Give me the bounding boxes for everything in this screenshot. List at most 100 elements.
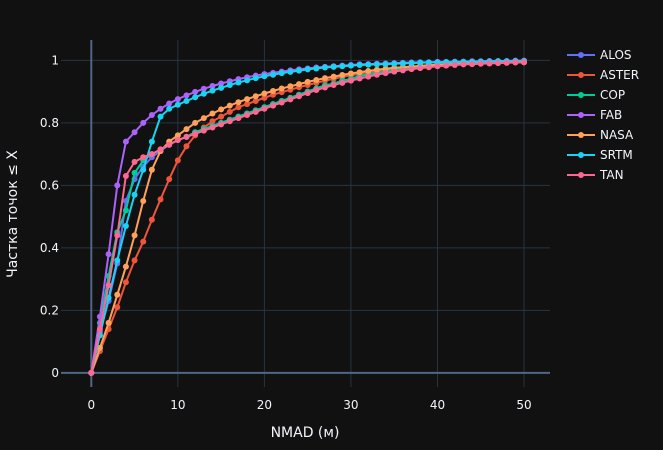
data-point-tan[interactable]: [192, 130, 199, 137]
data-point-aster[interactable]: [209, 118, 216, 125]
data-point-tan[interactable]: [244, 112, 251, 119]
data-point-srtm[interactable]: [304, 66, 311, 73]
data-point-tan[interactable]: [252, 108, 259, 115]
data-point-nasa[interactable]: [278, 85, 285, 92]
data-point-tan[interactable]: [157, 146, 164, 153]
data-point-tan[interactable]: [469, 61, 476, 68]
data-point-tan[interactable]: [417, 65, 424, 72]
data-point-srtm[interactable]: [209, 87, 216, 94]
legend-item-cop[interactable]: COP: [567, 88, 625, 102]
data-point-tan[interactable]: [521, 59, 528, 66]
data-point-nasa[interactable]: [209, 110, 216, 117]
data-point-srtm[interactable]: [399, 60, 406, 67]
data-point-srtm[interactable]: [296, 67, 303, 74]
data-point-tan[interactable]: [88, 369, 95, 376]
data-point-srtm[interactable]: [356, 62, 363, 69]
data-point-aster[interactable]: [140, 238, 147, 245]
data-point-srtm[interactable]: [373, 61, 380, 68]
data-point-tan[interactable]: [131, 158, 138, 165]
data-point-tan[interactable]: [114, 232, 121, 239]
data-point-srtm[interactable]: [270, 71, 277, 78]
data-point-nasa[interactable]: [105, 319, 112, 326]
data-point-srtm[interactable]: [174, 101, 181, 108]
data-point-srtm[interactable]: [321, 64, 328, 71]
data-point-aster[interactable]: [148, 216, 155, 223]
data-point-aster[interactable]: [131, 257, 138, 264]
data-point-tan[interactable]: [434, 63, 441, 70]
data-point-srtm[interactable]: [140, 166, 147, 173]
data-point-fab[interactable]: [174, 96, 181, 103]
legend-item-alos[interactable]: ALOS: [567, 48, 632, 62]
data-point-tan[interactable]: [313, 87, 320, 94]
data-point-aster[interactable]: [157, 196, 164, 203]
data-point-nasa[interactable]: [96, 344, 103, 351]
data-point-fab[interactable]: [183, 92, 190, 99]
data-point-srtm[interactable]: [157, 113, 164, 120]
data-point-aster[interactable]: [183, 143, 190, 150]
data-point-nasa[interactable]: [261, 90, 268, 97]
data-point-tan[interactable]: [321, 84, 328, 91]
data-point-cop[interactable]: [131, 169, 138, 176]
data-point-srtm[interactable]: [166, 105, 173, 112]
data-point-tan[interactable]: [200, 127, 207, 134]
data-point-tan[interactable]: [443, 62, 450, 69]
data-point-tan[interactable]: [183, 133, 190, 140]
data-point-nasa[interactable]: [356, 69, 363, 76]
data-point-aster[interactable]: [114, 304, 121, 311]
data-point-fab[interactable]: [148, 112, 155, 119]
data-point-tan[interactable]: [365, 73, 372, 80]
data-point-srtm[interactable]: [183, 97, 190, 104]
data-point-srtm[interactable]: [261, 73, 268, 80]
data-point-srtm[interactable]: [417, 59, 424, 66]
data-point-nasa[interactable]: [313, 77, 320, 84]
data-point-nasa[interactable]: [200, 115, 207, 122]
data-point-tan[interactable]: [399, 67, 406, 74]
data-point-nasa[interactable]: [382, 65, 389, 72]
data-point-srtm[interactable]: [365, 61, 372, 68]
data-point-tan[interactable]: [408, 66, 415, 73]
data-point-nasa[interactable]: [148, 166, 155, 173]
data-point-srtm[interactable]: [131, 191, 138, 198]
data-point-srtm[interactable]: [114, 257, 121, 264]
data-point-tan[interactable]: [382, 70, 389, 77]
data-point-tan[interactable]: [278, 99, 285, 106]
data-point-fab[interactable]: [209, 82, 216, 89]
data-point-nasa[interactable]: [296, 81, 303, 88]
data-point-nasa[interactable]: [339, 72, 346, 79]
legend[interactable]: ALOS ASTER COP FAB NASA SRTM TAN: [567, 48, 639, 182]
data-point-fab[interactable]: [131, 129, 138, 136]
data-point-srtm[interactable]: [192, 94, 199, 101]
data-point-nasa[interactable]: [114, 291, 121, 298]
data-point-tan[interactable]: [347, 77, 354, 84]
data-point-srtm[interactable]: [330, 63, 337, 70]
data-point-nasa[interactable]: [183, 126, 190, 133]
series-srtm[interactable]: [88, 57, 528, 376]
data-point-aster[interactable]: [244, 101, 251, 108]
data-point-nasa[interactable]: [235, 99, 242, 106]
data-point-srtm[interactable]: [408, 60, 415, 67]
data-point-aster[interactable]: [226, 108, 233, 115]
data-point-tan[interactable]: [140, 154, 147, 161]
data-point-fab[interactable]: [192, 88, 199, 95]
data-point-tan[interactable]: [330, 82, 337, 89]
data-point-tan[interactable]: [391, 68, 398, 75]
data-point-tan[interactable]: [261, 105, 268, 112]
legend-item-nasa[interactable]: NASA: [567, 128, 634, 142]
legend-item-srtm[interactable]: SRTM: [567, 148, 633, 162]
data-point-tan[interactable]: [166, 141, 173, 148]
data-point-nasa[interactable]: [270, 87, 277, 94]
data-point-fab[interactable]: [157, 105, 164, 112]
data-point-nasa[interactable]: [321, 75, 328, 82]
data-point-tan[interactable]: [495, 60, 502, 67]
data-point-tan[interactable]: [503, 59, 510, 66]
data-point-srtm[interactable]: [200, 90, 207, 97]
data-point-nasa[interactable]: [373, 66, 380, 73]
data-point-nasa[interactable]: [174, 132, 181, 139]
data-point-tan[interactable]: [486, 60, 493, 67]
data-point-fab[interactable]: [105, 251, 112, 258]
data-point-nasa[interactable]: [218, 106, 225, 113]
data-point-aster[interactable]: [122, 279, 129, 286]
data-point-srtm[interactable]: [252, 75, 259, 82]
data-point-tan[interactable]: [373, 71, 380, 78]
data-point-tan[interactable]: [105, 282, 112, 289]
